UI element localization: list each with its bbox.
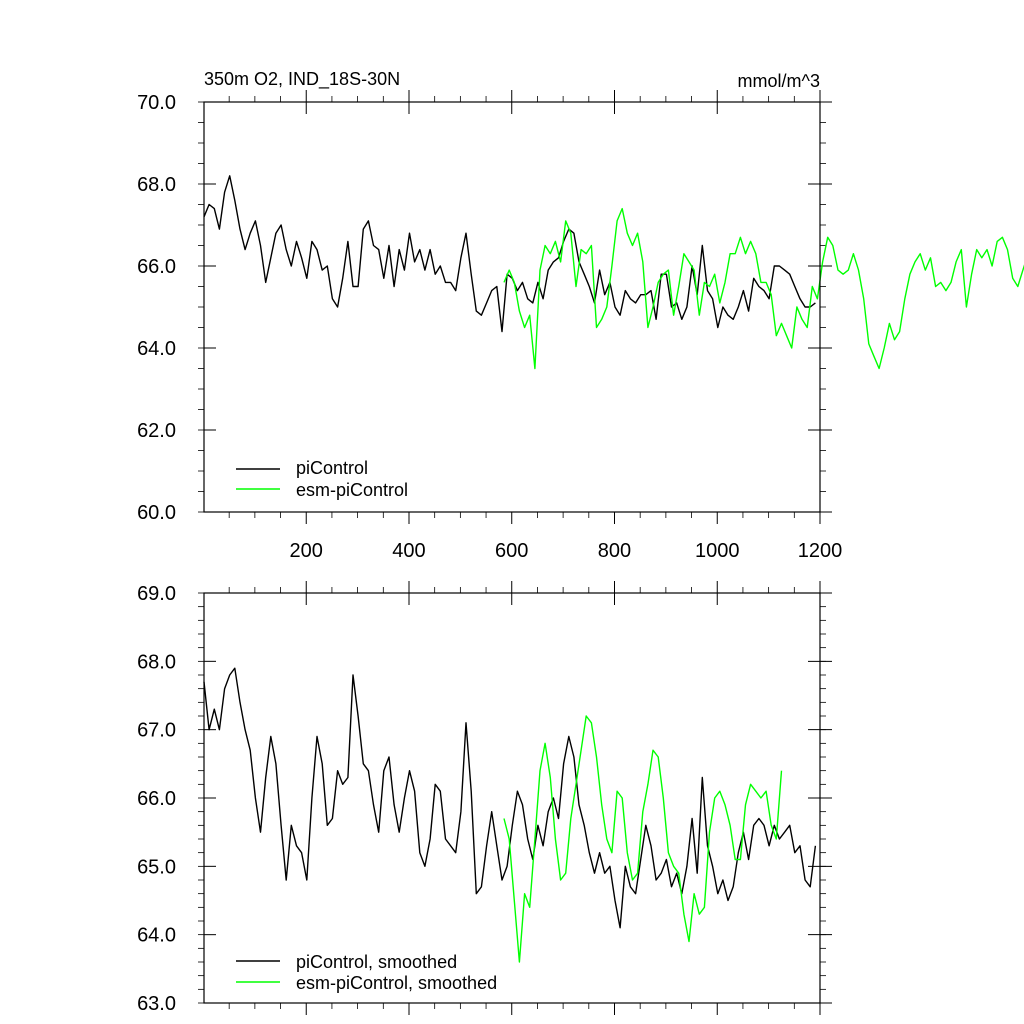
y-tick-label: 63.0 [137, 993, 176, 1015]
x-tick-label: 1200 [798, 540, 843, 562]
legend-label-picontrol-smoothed: piControl, smoothed [296, 952, 457, 972]
y-tick-label: 68.0 [137, 651, 176, 673]
series-line-esm-picontrol [503, 207, 1024, 370]
x-tick-label: 1000 [695, 540, 740, 562]
top-panel: 350m O2, IND_18S-30N mmol/m^3 60.0 62.0 64… [137, 69, 1024, 562]
bottom-plot-frame [203, 592, 821, 1004]
chart-title: 350m O2, IND_18S-30N [204, 69, 400, 90]
bottom-panel: 63.0 64.0 65.0 66.0 67.0 68.0 69.0 piControl, … [137, 581, 832, 1015]
y-tick-label: 66.0 [137, 256, 176, 278]
x-tick-label: 600 [495, 540, 528, 562]
top-tick-labels: 60.0 62.0 64.0 66.0 68.0 70.0 200 400 600 800 1000… [137, 92, 842, 562]
bottom-axis-ticks [198, 581, 832, 1015]
top-plot-area [203, 175, 1024, 370]
y-tick-label: 64.0 [137, 925, 176, 947]
legend-label-picontrol: piControl [296, 458, 368, 478]
series-line-picontrol-smoothed [203, 667, 817, 929]
x-tick-label: 800 [598, 540, 631, 562]
top-legend: piControl esm-piControl [236, 458, 408, 500]
x-tick-label: 400 [392, 540, 425, 562]
top-plot-frame [203, 101, 821, 513]
y-tick-label: 66.0 [137, 788, 176, 810]
y-tick-label: 67.0 [137, 720, 176, 742]
legend-label-esm-picontrol: esm-piControl [296, 480, 408, 500]
x-tick-label: 200 [290, 540, 323, 562]
series-line-esm-picontrol-smoothed [503, 715, 783, 963]
top-axis-ticks [198, 90, 832, 524]
y-tick-label: 68.0 [137, 174, 176, 196]
y-tick-label: 64.0 [137, 338, 176, 360]
y-tick-label: 70.0 [137, 92, 176, 114]
legend-label-esm-picontrol-smoothed: esm-piControl, smoothed [296, 973, 497, 993]
chart-units: mmol/m^3 [738, 71, 820, 91]
series-line-picontrol [203, 175, 816, 333]
y-tick-label: 69.0 [137, 583, 176, 605]
bottom-tick-labels: 63.0 64.0 65.0 66.0 67.0 68.0 69.0 [137, 583, 176, 1015]
y-tick-label: 60.0 [137, 502, 176, 524]
y-tick-label: 65.0 [137, 856, 176, 878]
bottom-legend: piControl, smoothed esm-piControl, smoot… [236, 952, 497, 993]
bottom-plot-area [203, 667, 817, 963]
y-tick-label: 62.0 [137, 420, 176, 442]
